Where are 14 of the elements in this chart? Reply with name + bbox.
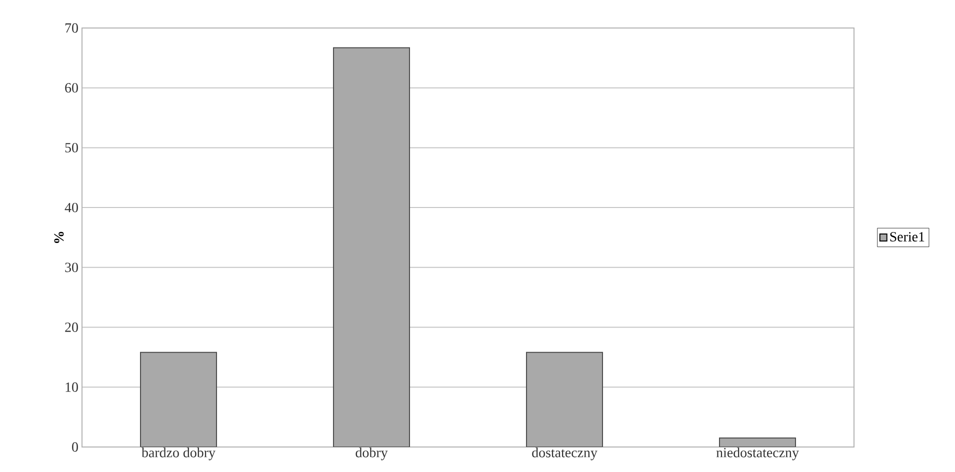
x-tick-label: bardzo dobry — [142, 447, 216, 460]
y-axis-title: % — [54, 232, 64, 244]
y-tick-label: 0 — [72, 442, 78, 452]
x-tick-label: dostateczny — [532, 447, 598, 460]
x-tick-label: dobry — [356, 447, 388, 460]
y-tick-label: 50 — [65, 142, 78, 152]
y-tick-label: 70 — [65, 23, 78, 33]
x-tick-label: niedostateczny — [716, 447, 799, 460]
y-tick-label: 40 — [64, 202, 78, 212]
y-tick-label: 10 — [66, 382, 78, 392]
y-tick-label: 60 — [65, 83, 78, 93]
legend-label: Serie1 — [890, 232, 924, 242]
y-tick-label: 20 — [65, 322, 78, 332]
y-tick-label: 30 — [65, 262, 78, 272]
